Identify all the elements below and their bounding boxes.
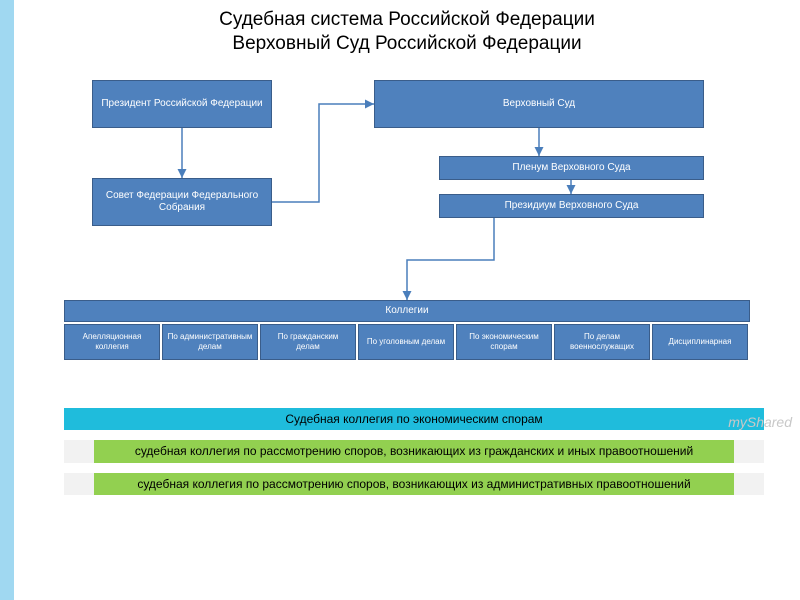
row-economic: Судебная коллегия по экономическим спора…	[64, 408, 764, 430]
edge	[407, 218, 494, 300]
watermark: myShared	[728, 414, 792, 430]
node-presidium: Президиум Верховного Суда	[439, 194, 704, 218]
node-council: Совет Федерации Федерального Собрания	[92, 178, 272, 226]
row-gap	[64, 463, 764, 473]
page: Судебная система Российской Федерации Ве…	[14, 0, 800, 600]
row-civil-disputes: судебная коллегия по рассмотрению споров…	[64, 440, 764, 462]
collegium-disciplinary: Дисциплинарная	[652, 324, 748, 360]
row-gap	[64, 495, 764, 505]
org-diagram: Президент Российской Федерации Совет Фед…	[44, 72, 770, 392]
node-plenum: Пленум Верховного Суда	[439, 156, 704, 180]
left-stripe	[0, 0, 14, 600]
collegium-appeal: Апелляционная коллегия	[64, 324, 160, 360]
collegium-criminal: По уголовным делам	[358, 324, 454, 360]
collegium-admin: По административным делам	[162, 324, 258, 360]
page-title: Судебная система Российской Федерации Ве…	[14, 0, 800, 56]
row-gap	[64, 430, 764, 440]
title-line1: Судебная система Российской Федерации	[34, 8, 780, 32]
node-president: Президент Российской Федерации	[92, 80, 272, 128]
node-collegia-header: Коллегии	[64, 300, 750, 322]
collegium-civil: По гражданским делам	[260, 324, 356, 360]
collegia-grid: Апелляционная коллегия По административн…	[64, 324, 750, 360]
collegium-economic: По экономическим спорам	[456, 324, 552, 360]
row-admin-disputes: судебная коллегия по рассмотрению споров…	[64, 473, 764, 495]
title-line2: Верховный Суд Российской Федерации	[34, 32, 780, 56]
node-supreme-court: Верховный Суд	[374, 80, 704, 128]
edge	[272, 104, 374, 202]
bottom-table: Судебная коллегия по экономическим спора…	[64, 408, 764, 505]
collegium-military: По делам военнослужащих	[554, 324, 650, 360]
